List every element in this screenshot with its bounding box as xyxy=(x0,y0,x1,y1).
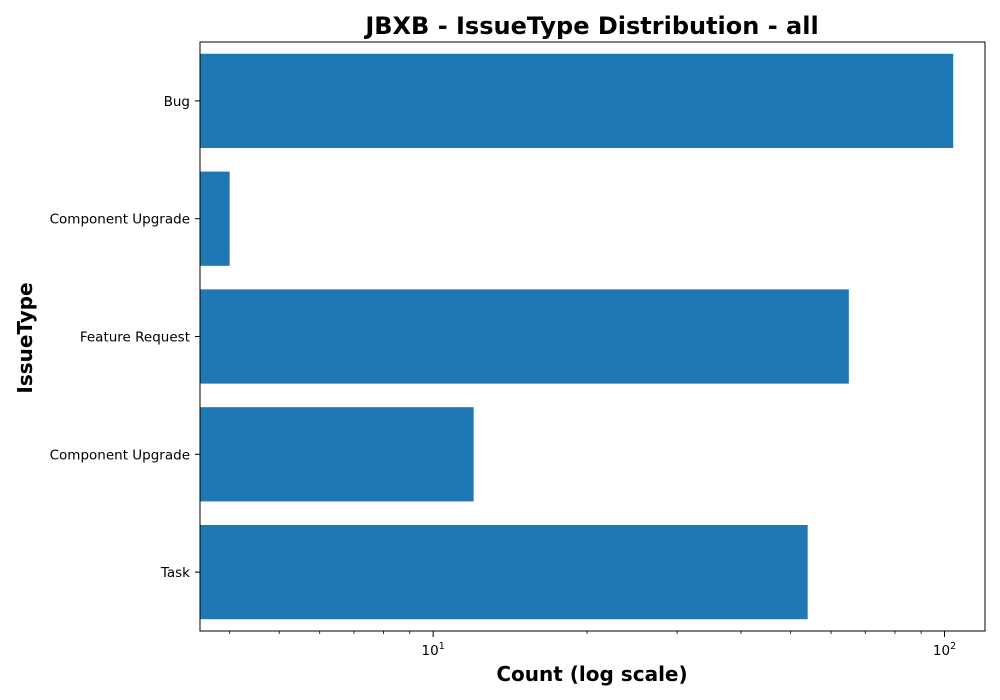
y-tick-label: Component Upgrade xyxy=(50,447,190,463)
x-tick-label: 101 xyxy=(422,641,445,659)
bar-3 xyxy=(200,407,474,502)
y-axis-label: IssueType xyxy=(13,282,37,393)
bars-layer xyxy=(200,53,954,620)
y-ticks: Bug Component Upgrade Feature Request Compo… xyxy=(50,94,200,581)
bar-2 xyxy=(200,289,849,384)
x-ticks: 101 102 xyxy=(229,631,956,659)
x-tick-label: 102 xyxy=(933,641,956,659)
bar-4 xyxy=(200,524,808,620)
y-tick-label: Task xyxy=(160,565,190,581)
bar-0 xyxy=(200,53,954,149)
y-tick-label: Bug xyxy=(164,94,190,110)
x-axis-label: Count (log scale) xyxy=(496,662,687,686)
y-tick-label: Feature Request xyxy=(80,330,190,346)
bar-1 xyxy=(200,171,230,266)
chart-title: JBXB - IssueType Distribution - all xyxy=(363,12,818,40)
y-tick-label: Component Upgrade xyxy=(50,212,190,228)
